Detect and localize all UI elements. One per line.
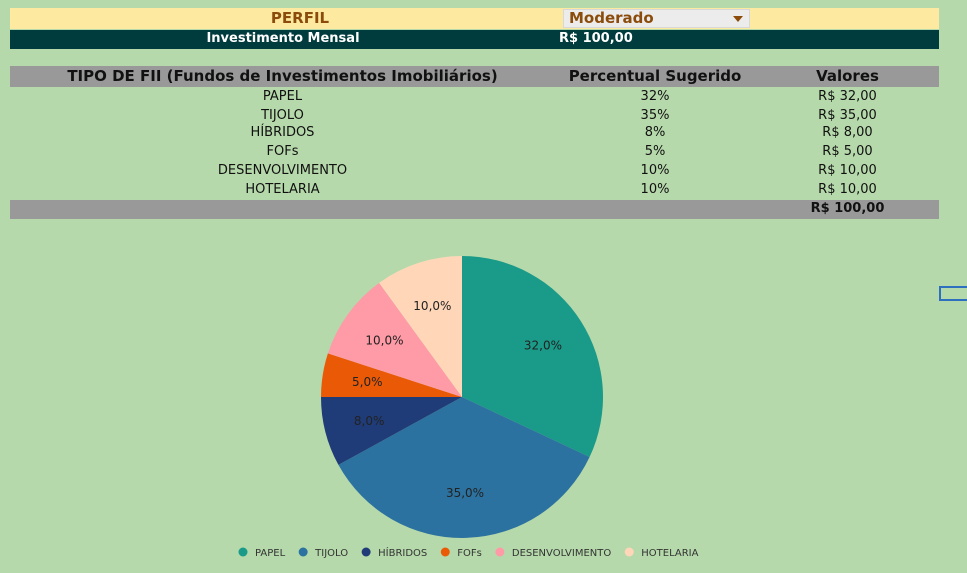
- pie-slice-desenvolvimento[interactable]: [327, 282, 462, 397]
- table-row[interactable]: HÍBRIDOS 8% R$ 8,00: [10, 125, 939, 144]
- total-row: R$ 100,00: [10, 200, 939, 219]
- cell-tipo[interactable]: PAPEL: [262, 89, 303, 104]
- cell-percentual[interactable]: 10%: [640, 182, 670, 197]
- legend-label-papel[interactable]: PAPEL: [255, 548, 286, 559]
- perfil-row: PERFIL Moderado: [10, 8, 939, 29]
- pie-slice-tijolo[interactable]: [338, 397, 590, 538]
- legend-label-tijolo[interactable]: TIJOLO: [314, 548, 348, 559]
- header-tipo: TIPO DE FII (Fundos de Investimentos Imo…: [67, 67, 498, 85]
- legend-label-fofs[interactable]: FOFs: [457, 548, 482, 559]
- table-row[interactable]: PAPEL 32% R$ 32,00: [10, 89, 939, 108]
- cell-percentual[interactable]: 5%: [644, 144, 666, 159]
- slice-label-híbridos: 8,0%: [354, 414, 385, 428]
- investimento-row: Investimento Mensal R$ 100,00: [10, 30, 939, 49]
- cell-percentual[interactable]: 32%: [640, 89, 670, 104]
- cell-valor[interactable]: R$ 10,00: [818, 163, 877, 178]
- cell-valor[interactable]: R$ 35,00: [818, 108, 877, 123]
- selected-cell-indicator[interactable]: [939, 286, 967, 301]
- investimento-value[interactable]: R$ 100,00: [559, 31, 633, 46]
- cell-tipo[interactable]: HOTELARIA: [245, 182, 320, 197]
- table-row[interactable]: FOFs 5% R$ 5,00: [10, 144, 939, 163]
- header-valores: Valores: [816, 67, 879, 85]
- perfil-selected-value: Moderado: [569, 9, 654, 27]
- header-percentual: Percentual Sugerido: [568, 67, 742, 85]
- slice-label-fofs: 5,0%: [352, 375, 383, 389]
- cell-tipo[interactable]: DESENVOLVIMENTO: [217, 163, 348, 178]
- cell-valor[interactable]: R$ 10,00: [818, 182, 877, 197]
- legend-label-híbridos[interactable]: HÍBRIDOS: [378, 546, 427, 559]
- pie-slice-fofs[interactable]: [321, 353, 462, 397]
- cell-tipo[interactable]: FOFs: [266, 144, 299, 159]
- legend-marker-desenvolvimento: [495, 547, 505, 557]
- perfil-label: PERFIL: [270, 9, 330, 27]
- pie-slice-híbridos[interactable]: [321, 397, 462, 465]
- pie-slice-papel[interactable]: [462, 256, 603, 458]
- pie-slice-hotelaria[interactable]: [379, 256, 462, 397]
- slice-label-tijolo: 35,0%: [446, 486, 484, 500]
- legend-marker-tijolo: [298, 547, 308, 557]
- table-row[interactable]: TIJOLO 35% R$ 35,00: [10, 108, 939, 127]
- table-row[interactable]: DESENVOLVIMENTO 10% R$ 10,00: [10, 163, 939, 182]
- cell-percentual[interactable]: 10%: [640, 163, 670, 178]
- table-header: TIPO DE FII (Fundos de Investimentos Imo…: [10, 66, 939, 87]
- legend-marker-hotelaria: [624, 547, 634, 557]
- legend-marker-papel: [238, 547, 248, 557]
- cell-tipo[interactable]: TIJOLO: [261, 108, 304, 123]
- legend-label-desenvolvimento[interactable]: DESENVOLVIMENTO: [512, 548, 611, 559]
- slice-label-papel: 32,0%: [524, 339, 562, 353]
- cell-tipo[interactable]: HÍBRIDOS: [250, 125, 315, 140]
- investimento-label: Investimento Mensal: [206, 31, 360, 46]
- legend-marker-híbridos: [361, 547, 371, 557]
- total-value[interactable]: R$ 100,00: [810, 201, 885, 216]
- perfil-dropdown[interactable]: Moderado: [563, 9, 750, 28]
- cell-valor[interactable]: R$ 5,00: [822, 144, 873, 159]
- legend-label-hotelaria[interactable]: HOTELARIA: [641, 548, 698, 559]
- table-row[interactable]: HOTELARIA 10% R$ 10,00: [10, 182, 939, 201]
- cell-percentual[interactable]: 8%: [644, 125, 666, 140]
- slice-label-desenvolvimento: 10,0%: [365, 334, 403, 348]
- slice-label-hotelaria: 10,0%: [413, 299, 451, 313]
- legend-marker-fofs: [440, 547, 450, 557]
- cell-percentual[interactable]: 35%: [640, 108, 670, 123]
- dropdown-arrow-icon[interactable]: [733, 16, 743, 22]
- cell-valor[interactable]: R$ 8,00: [822, 125, 873, 140]
- cell-valor[interactable]: R$ 32,00: [818, 89, 877, 104]
